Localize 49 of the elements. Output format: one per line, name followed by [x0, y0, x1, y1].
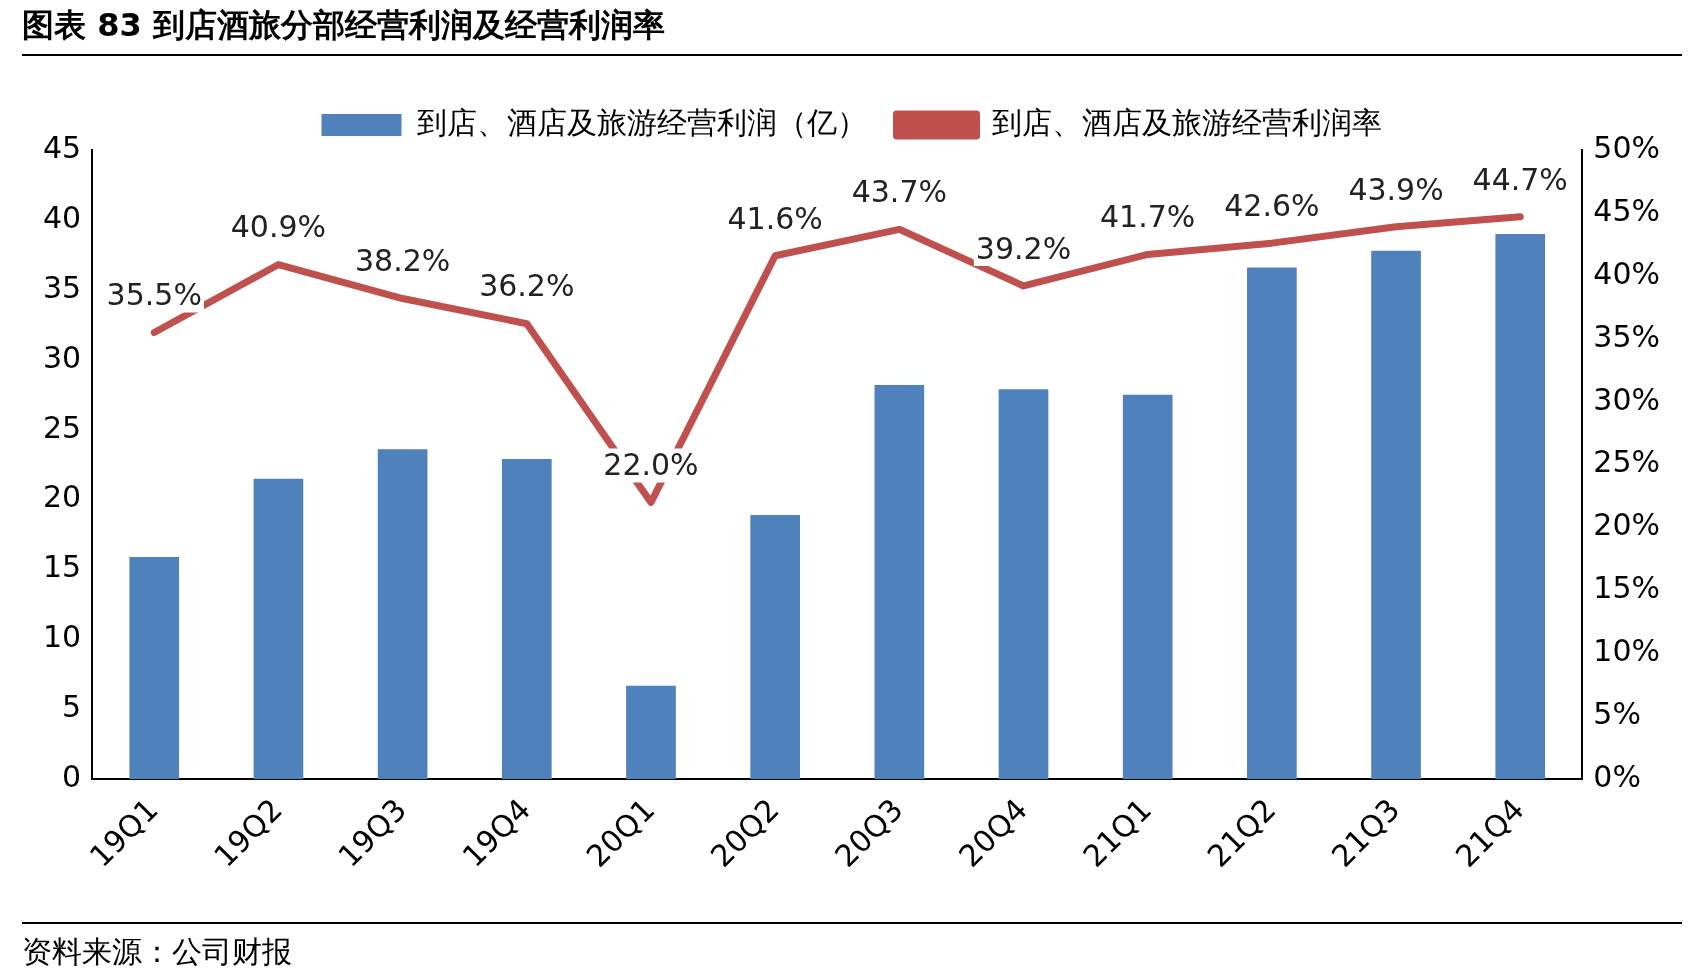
legend-label: 到店、酒店及旅游经营利润（亿） — [416, 104, 867, 140]
bar — [750, 515, 800, 780]
y-tick-label: 35 — [42, 269, 82, 305]
data-label: 41.6% — [727, 200, 823, 236]
bar — [1371, 250, 1421, 780]
data-label: 44.7% — [1472, 161, 1568, 197]
data-label: 42.6% — [1224, 187, 1320, 223]
text: 资料来源：公司财报 — [22, 922, 1682, 973]
bar — [874, 384, 925, 780]
y2-tick-label: 0% — [1593, 759, 1641, 795]
bar — [1495, 233, 1546, 780]
bar — [377, 449, 428, 780]
bar — [129, 556, 180, 780]
data-label: 41.7% — [1100, 199, 1196, 235]
y-tick-label: 20 — [42, 479, 82, 515]
bar — [1247, 267, 1297, 780]
y-tick-label: 5 — [62, 689, 82, 725]
y-tick-label: 40 — [42, 199, 82, 235]
data-label: 35.5% — [106, 277, 202, 313]
legend-label: 到店、酒店及旅游经营利润率 — [991, 104, 1382, 140]
data-label: 40.9% — [230, 209, 327, 245]
y2-tick-label: 5% — [1593, 696, 1641, 732]
data-label: 36.2% — [479, 268, 575, 304]
data-label: 43.9% — [1348, 171, 1444, 207]
y-tick-label: 10 — [42, 619, 82, 655]
y2-tick-label: 40% — [1593, 255, 1661, 291]
bar — [626, 685, 676, 780]
bar — [1122, 394, 1173, 780]
data-label: 43.7% — [851, 174, 947, 210]
y-tick-label: 0 — [62, 759, 82, 795]
bar — [253, 478, 304, 780]
y-tick-label: 25 — [42, 409, 82, 445]
chart-title: 图表 83 到店酒旅分部经营利润及经营利润率 — [22, 4, 1682, 56]
y-tick-label: 15 — [42, 549, 82, 585]
y2-tick-label: 15% — [1593, 570, 1661, 606]
y2-tick-label: 45% — [1593, 192, 1661, 228]
y2-tick-label: 35% — [1593, 318, 1661, 354]
data-label: 38.2% — [354, 243, 451, 279]
y2-tick-label: 25% — [1593, 444, 1661, 480]
y2-tick-label: 10% — [1593, 633, 1661, 669]
bar — [501, 459, 552, 780]
bar — [998, 389, 1049, 780]
data-label: 39.2% — [975, 230, 1072, 266]
y-tick-label: 45 — [42, 129, 82, 165]
y-tick-label: 30 — [42, 339, 82, 375]
y2-tick-label: 50% — [1593, 129, 1661, 165]
data-label: 22.0% — [603, 447, 699, 483]
y2-tick-label: 30% — [1593, 381, 1661, 417]
y2-tick-label: 20% — [1593, 507, 1661, 543]
